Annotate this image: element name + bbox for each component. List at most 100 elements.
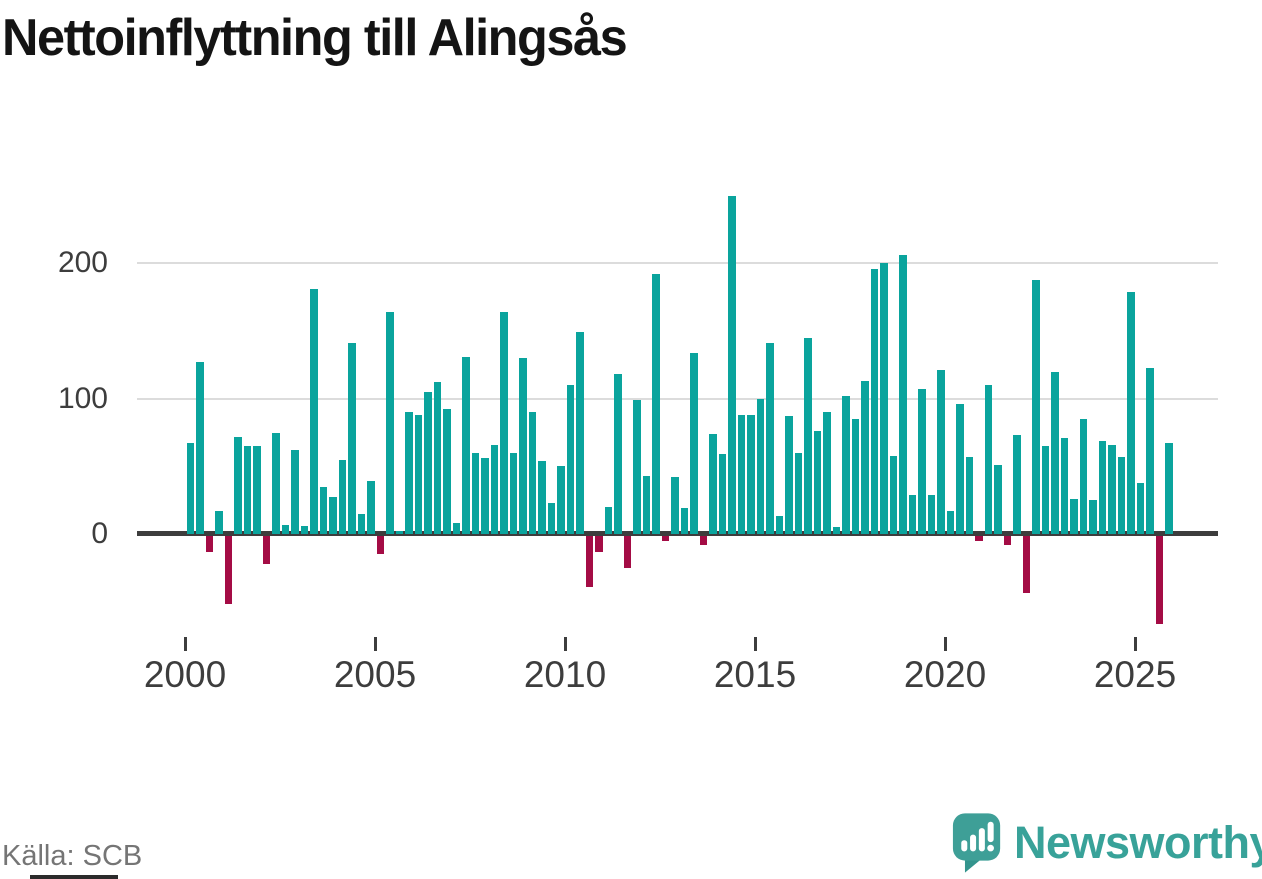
bar-2004-Q2 [348,343,356,534]
bar-2019-Q4 [937,370,945,534]
bar-2023-Q2 [1070,498,1078,534]
bar-2025-Q4 [1165,443,1173,534]
bar-2007-Q4 [481,458,489,534]
bar-2001-Q3 [243,446,252,534]
bar-2016-Q1 [794,452,803,534]
bar-2024-Q3 [1117,456,1126,534]
bar-2011-Q2 [614,374,622,534]
bar-2017-Q4 [861,381,869,534]
x-tick-2025 [1133,637,1137,651]
bar-2004-Q1 [338,459,347,534]
bar-2014-Q2 [728,195,736,534]
x-axis-label-2020: 2020 [903,654,987,695]
bar-2017-Q3 [851,418,860,534]
newsworthy-speech-bubble-icon [952,813,1001,873]
bar-2007-Q3 [471,452,480,534]
bar-2016-Q2 [804,337,812,534]
bar-2011-Q4 [633,400,641,534]
bar-2006-Q3 [433,382,442,534]
y-axis-label-200: 200 [57,246,108,280]
bar-2021-Q1 [984,385,993,534]
bar-2013-Q1 [680,508,689,534]
x-tick-2010 [563,637,567,651]
bar-2003-Q1 [300,525,309,534]
x-tick-2020 [943,637,947,651]
bar-2023-Q1 [1060,437,1069,534]
bar-2018-Q1 [870,268,879,534]
bar-2015-Q2 [766,343,774,534]
bar-2016-Q3 [813,431,822,534]
bar-2005-Q4 [405,412,413,534]
x-axis-label-2025: 2025 [1093,654,1177,695]
bar-2006-Q2 [424,391,432,534]
bar-2002-Q2 [272,432,280,534]
bar-2013-Q3 [699,536,708,546]
bar-2012-Q2 [652,274,660,534]
bar-2002-Q3 [281,524,290,534]
bar-2016-Q4 [823,412,831,534]
bar-2011-Q3 [623,536,632,569]
bar-2019-Q1 [908,494,917,534]
bar-2003-Q4 [329,497,337,534]
bar-2021-Q2 [994,464,1002,534]
bar-2018-Q2 [880,263,888,534]
bar-2010-Q4 [595,536,603,553]
y-axis-label-100: 100 [57,381,108,415]
bar-2021-Q4 [1013,435,1021,534]
newsworthy-wordmark: Newsworthy [1014,817,1262,868]
bar-2022-Q2 [1032,279,1040,534]
bar-2001-Q4 [253,446,261,534]
bar-2025-Q3 [1155,536,1164,624]
bar-2024-Q2 [1108,444,1116,534]
bar-2014-Q4 [747,414,755,534]
bar-2020-Q4 [975,536,983,542]
bar-2005-Q3 [395,531,404,534]
bar-2010-Q2 [576,332,584,534]
x-tick-2000 [183,637,187,651]
bar-2009-Q3 [547,502,556,534]
animation-progress-bar [30,875,118,879]
bar-2020-Q2 [956,404,964,534]
bar-2009-Q1 [528,412,537,534]
bar-2021-Q3 [1003,536,1012,546]
y-axis-label-0: 0 [91,517,108,550]
bar-2024-Q1 [1098,440,1107,534]
bar-2011-Q1 [604,506,613,534]
bar-2001-Q1 [224,536,233,604]
bar-2000-Q4 [215,510,223,534]
bar-2023-Q3 [1079,418,1088,534]
source-note: Källa: SCB [2,840,143,872]
bar-2015-Q1 [756,398,765,534]
bar-2008-Q4 [519,358,527,534]
bar-2008-Q2 [500,312,508,534]
gridline-y-200 [137,262,1218,265]
bar-2020-Q3 [965,456,974,534]
newsworthy-logo: Newsworthy [952,812,1262,874]
bar-2004-Q4 [367,481,375,534]
bar-2007-Q1 [452,523,461,534]
x-axis-label-2000: 2000 [143,654,227,695]
bar-2005-Q1 [376,536,385,554]
bar-2003-Q2 [310,289,318,534]
bar-2005-Q2 [386,312,394,534]
x-axis-label-2010: 2010 [523,654,607,695]
bar-2000-Q2 [196,362,204,534]
bar-2017-Q2 [842,395,850,534]
gridline-y-100 [137,397,1218,400]
bar-2025-Q2 [1146,367,1154,534]
bar-2008-Q3 [509,452,518,534]
bar-2000-Q1 [186,443,195,534]
bar-2012-Q1 [642,475,651,534]
bar-2022-Q3 [1041,446,1050,534]
bar-2010-Q3 [585,536,594,588]
x-tick-2005 [373,637,377,651]
bar-2001-Q2 [234,436,242,534]
bar-2009-Q4 [557,466,565,534]
bar-2023-Q4 [1089,500,1097,534]
bar-2014-Q1 [718,454,727,534]
bar-2007-Q2 [462,356,470,534]
bar-2006-Q4 [443,409,451,534]
bar-2015-Q3 [775,516,784,534]
bar-2019-Q3 [927,494,936,534]
